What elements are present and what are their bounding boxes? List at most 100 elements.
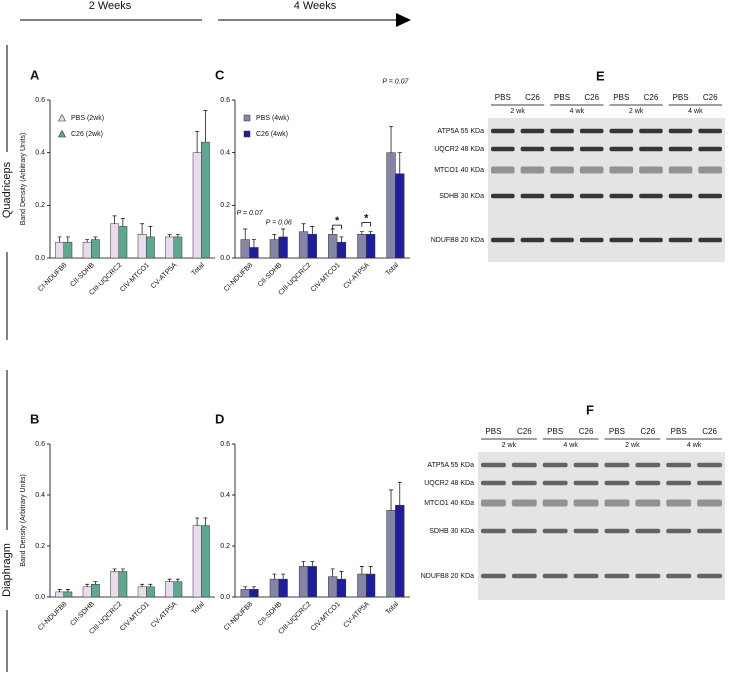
band: [604, 573, 630, 579]
band: [550, 146, 574, 152]
band: [635, 528, 661, 534]
band: [635, 573, 661, 579]
lane-label: PBS: [495, 93, 511, 102]
bar: [118, 226, 128, 259]
legend-label: C26 (4wk): [256, 131, 288, 138]
error-bar: [243, 586, 248, 590]
band-label: NDUFB8 20 KDa: [421, 573, 474, 580]
band: [698, 166, 722, 174]
y-tick-label: 0.2: [220, 202, 230, 209]
band: [491, 193, 515, 199]
bar: [137, 234, 147, 259]
band: [609, 128, 634, 134]
bar: [278, 236, 288, 259]
row-label: Diaphragm: [1, 543, 13, 597]
band-label: SDHB 30 KDa: [439, 193, 484, 200]
lane-label: PBS: [671, 427, 687, 436]
y-tick-label: 0.4: [220, 150, 230, 157]
band: [635, 480, 661, 486]
bar: [298, 566, 309, 598]
band: [579, 166, 604, 174]
error-bar: [120, 218, 125, 227]
band: [579, 128, 604, 134]
bar: [336, 241, 347, 259]
legend-label: C26 (2wk): [71, 131, 103, 138]
x-tick-label: CV-ATP5A: [150, 262, 179, 291]
band: [550, 193, 574, 199]
x-tick-label: Total: [385, 600, 401, 616]
band: [697, 499, 722, 507]
panel-letter: D: [215, 411, 224, 426]
band: [511, 573, 537, 579]
error-bar: [281, 228, 286, 237]
error-bar: [148, 226, 153, 237]
bar: [91, 239, 100, 259]
band-label: ATP5A 55 KDa: [437, 128, 484, 135]
band: [573, 462, 599, 468]
error-bar: [120, 568, 125, 572]
band: [481, 499, 506, 507]
band: [604, 480, 630, 486]
band: [481, 528, 506, 534]
lane-label: PBS: [609, 427, 625, 436]
error-bar: [389, 125, 394, 153]
bar: [110, 223, 119, 259]
bar: [110, 571, 119, 598]
error-bar: [195, 517, 200, 526]
band-label: NDUFB8 20 KDa: [431, 237, 484, 244]
band: [666, 573, 692, 579]
band: [668, 146, 693, 152]
bar: [278, 578, 288, 598]
band: [542, 480, 568, 486]
x-tick-label: CII-SDHB: [257, 262, 284, 289]
lane-label: C26: [644, 93, 659, 102]
error-bar: [310, 226, 315, 235]
error-bar: [112, 215, 117, 224]
band: [666, 480, 692, 486]
band: [604, 528, 630, 534]
band: [668, 128, 693, 134]
lane-label: PBS: [673, 93, 689, 102]
error-bar: [310, 560, 315, 567]
error-bar: [397, 152, 402, 174]
bar: [269, 578, 279, 598]
error-bar: [272, 573, 277, 580]
error-bar: [57, 589, 62, 592]
group-label: 2 wk: [502, 442, 517, 449]
group-label: 2 wk: [625, 442, 640, 449]
band: [491, 237, 515, 243]
x-tick-label: CV-ATP5A: [150, 601, 179, 630]
error-bar: [330, 228, 335, 235]
error-bar: [243, 228, 248, 240]
bar: [307, 234, 317, 259]
band: [542, 528, 568, 534]
y-tick-label: 0.2: [35, 202, 45, 209]
legend-marker: [57, 129, 67, 138]
y-tick-label: 0.0: [220, 255, 230, 262]
panel-letter: B: [30, 411, 39, 426]
bar: [201, 525, 210, 598]
band: [609, 146, 634, 152]
error-bar: [93, 581, 98, 585]
band-label: MTCO1 40 KDa: [434, 167, 484, 174]
bar: [269, 239, 279, 259]
bar: [118, 571, 128, 598]
band: [609, 237, 634, 243]
band: [639, 193, 663, 199]
annotation: P = 0.06: [266, 219, 292, 226]
band: [668, 193, 693, 199]
band: [520, 128, 545, 134]
error-bar: [167, 578, 172, 582]
lane-label: PBS: [613, 93, 629, 102]
band: [573, 573, 599, 579]
band: [698, 128, 722, 134]
group-label: 4 wk: [687, 442, 702, 449]
x-tick-label: CI-NDUFB8: [223, 262, 254, 293]
bar: [173, 236, 183, 259]
bar: [82, 586, 92, 598]
band: [579, 146, 604, 152]
bar: [298, 231, 309, 259]
band: [481, 480, 506, 486]
error-bar: [65, 236, 70, 243]
band: [697, 528, 722, 534]
